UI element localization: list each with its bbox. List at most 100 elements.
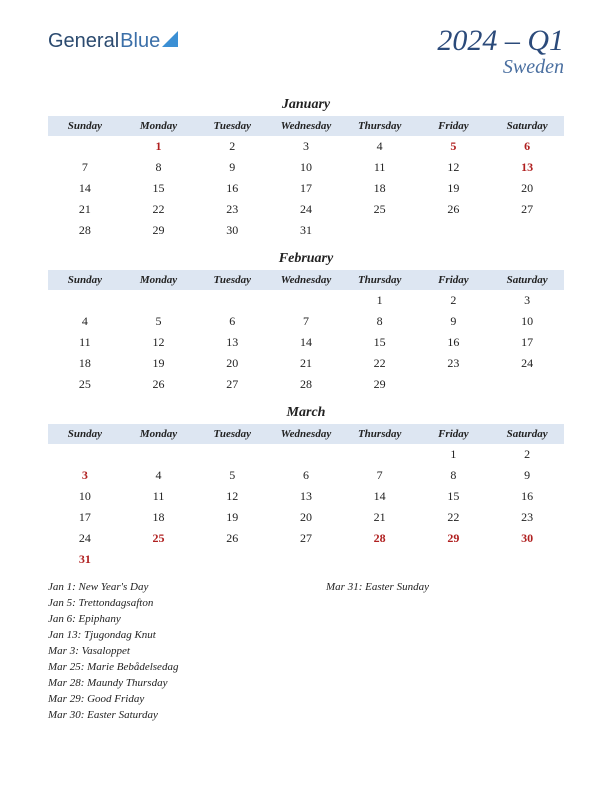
calendar-table: SundayMondayTuesdayWednesdayThursdayFrid… (48, 116, 564, 241)
day-cell: 10 (48, 486, 122, 507)
day-header: Friday (417, 424, 491, 444)
holiday-item: Jan 6: Epiphany (48, 612, 286, 628)
day-header: Tuesday (195, 270, 269, 290)
day-cell (195, 444, 269, 465)
day-cell: 11 (48, 332, 122, 353)
day-cell: 3 (48, 465, 122, 486)
day-cell: 18 (122, 507, 196, 528)
month-block: January SundayMondayTuesdayWednesdayThurs… (48, 97, 564, 241)
day-cell: 8 (417, 465, 491, 486)
day-cell: 20 (269, 507, 343, 528)
day-header: Saturday (490, 424, 564, 444)
day-cell (48, 136, 122, 157)
day-cell: 2 (195, 136, 269, 157)
day-cell (417, 374, 491, 395)
month-block: March SundayMondayTuesdayWednesdayThursda… (48, 405, 564, 570)
day-cell (343, 444, 417, 465)
month-name: January (48, 97, 564, 113)
day-cell: 27 (490, 199, 564, 220)
day-header: Sunday (48, 270, 122, 290)
day-cell: 24 (48, 528, 122, 549)
day-cell: 8 (343, 311, 417, 332)
table-row: 31 (48, 549, 564, 570)
logo-text-2: Blue (120, 30, 160, 53)
day-cell (122, 549, 196, 570)
title-block: 2024 – Q1 Sweden (437, 24, 564, 79)
day-cell: 14 (269, 332, 343, 353)
table-row: 3456789 (48, 465, 564, 486)
day-cell: 9 (417, 311, 491, 332)
day-cell: 9 (195, 157, 269, 178)
day-cell: 4 (122, 465, 196, 486)
day-cell: 19 (417, 178, 491, 199)
day-cell (417, 220, 491, 241)
day-cell (48, 290, 122, 311)
day-cell: 13 (490, 157, 564, 178)
day-cell: 27 (195, 374, 269, 395)
day-cell: 28 (269, 374, 343, 395)
day-cell: 17 (490, 332, 564, 353)
day-cell: 5 (417, 136, 491, 157)
day-cell: 15 (122, 178, 196, 199)
logo: GeneralBlue (48, 24, 178, 53)
day-cell (269, 549, 343, 570)
day-cell (48, 444, 122, 465)
month-name: March (48, 405, 564, 421)
day-header: Tuesday (195, 116, 269, 136)
holiday-item: Jan 5: Trettondagsafton (48, 596, 286, 612)
day-cell: 25 (122, 528, 196, 549)
day-cell: 9 (490, 465, 564, 486)
table-row: 18192021222324 (48, 353, 564, 374)
day-cell: 6 (269, 465, 343, 486)
day-cell: 22 (122, 199, 196, 220)
day-cell (343, 220, 417, 241)
day-cell: 23 (195, 199, 269, 220)
day-cell: 8 (122, 157, 196, 178)
day-cell: 10 (269, 157, 343, 178)
holiday-item: Mar 31: Easter Sunday (326, 580, 564, 596)
day-header: Friday (417, 270, 491, 290)
day-cell: 3 (269, 136, 343, 157)
day-cell: 1 (343, 290, 417, 311)
day-cell: 15 (417, 486, 491, 507)
day-cell: 14 (343, 486, 417, 507)
day-cell: 23 (417, 353, 491, 374)
day-cell: 18 (343, 178, 417, 199)
day-cell: 24 (269, 199, 343, 220)
day-header: Thursday (343, 424, 417, 444)
day-header: Saturday (490, 116, 564, 136)
day-header: Friday (417, 116, 491, 136)
day-cell: 25 (48, 374, 122, 395)
day-cell: 26 (417, 199, 491, 220)
day-header: Wednesday (269, 116, 343, 136)
month-name: February (48, 251, 564, 267)
day-cell: 19 (195, 507, 269, 528)
calendar-table: SundayMondayTuesdayWednesdayThursdayFrid… (48, 424, 564, 570)
day-cell: 2 (417, 290, 491, 311)
day-cell: 3 (490, 290, 564, 311)
table-row: 17181920212223 (48, 507, 564, 528)
day-cell: 5 (195, 465, 269, 486)
day-cell: 14 (48, 178, 122, 199)
day-header: Saturday (490, 270, 564, 290)
day-cell: 25 (343, 199, 417, 220)
table-row: 2526272829 (48, 374, 564, 395)
day-cell: 1 (417, 444, 491, 465)
day-header: Sunday (48, 116, 122, 136)
day-cell (490, 549, 564, 570)
day-header: Sunday (48, 424, 122, 444)
holiday-item: Mar 30: Easter Saturday (48, 708, 286, 724)
day-cell (269, 290, 343, 311)
day-cell: 12 (417, 157, 491, 178)
day-cell: 6 (490, 136, 564, 157)
day-cell: 13 (269, 486, 343, 507)
table-row: 78910111213 (48, 157, 564, 178)
day-cell: 20 (195, 353, 269, 374)
calendar-table: SundayMondayTuesdayWednesdayThursdayFrid… (48, 270, 564, 395)
page-title: 2024 – Q1 (437, 24, 564, 58)
day-header: Wednesday (269, 424, 343, 444)
day-cell (269, 444, 343, 465)
day-header: Monday (122, 116, 196, 136)
day-header: Thursday (343, 116, 417, 136)
day-cell: 16 (195, 178, 269, 199)
